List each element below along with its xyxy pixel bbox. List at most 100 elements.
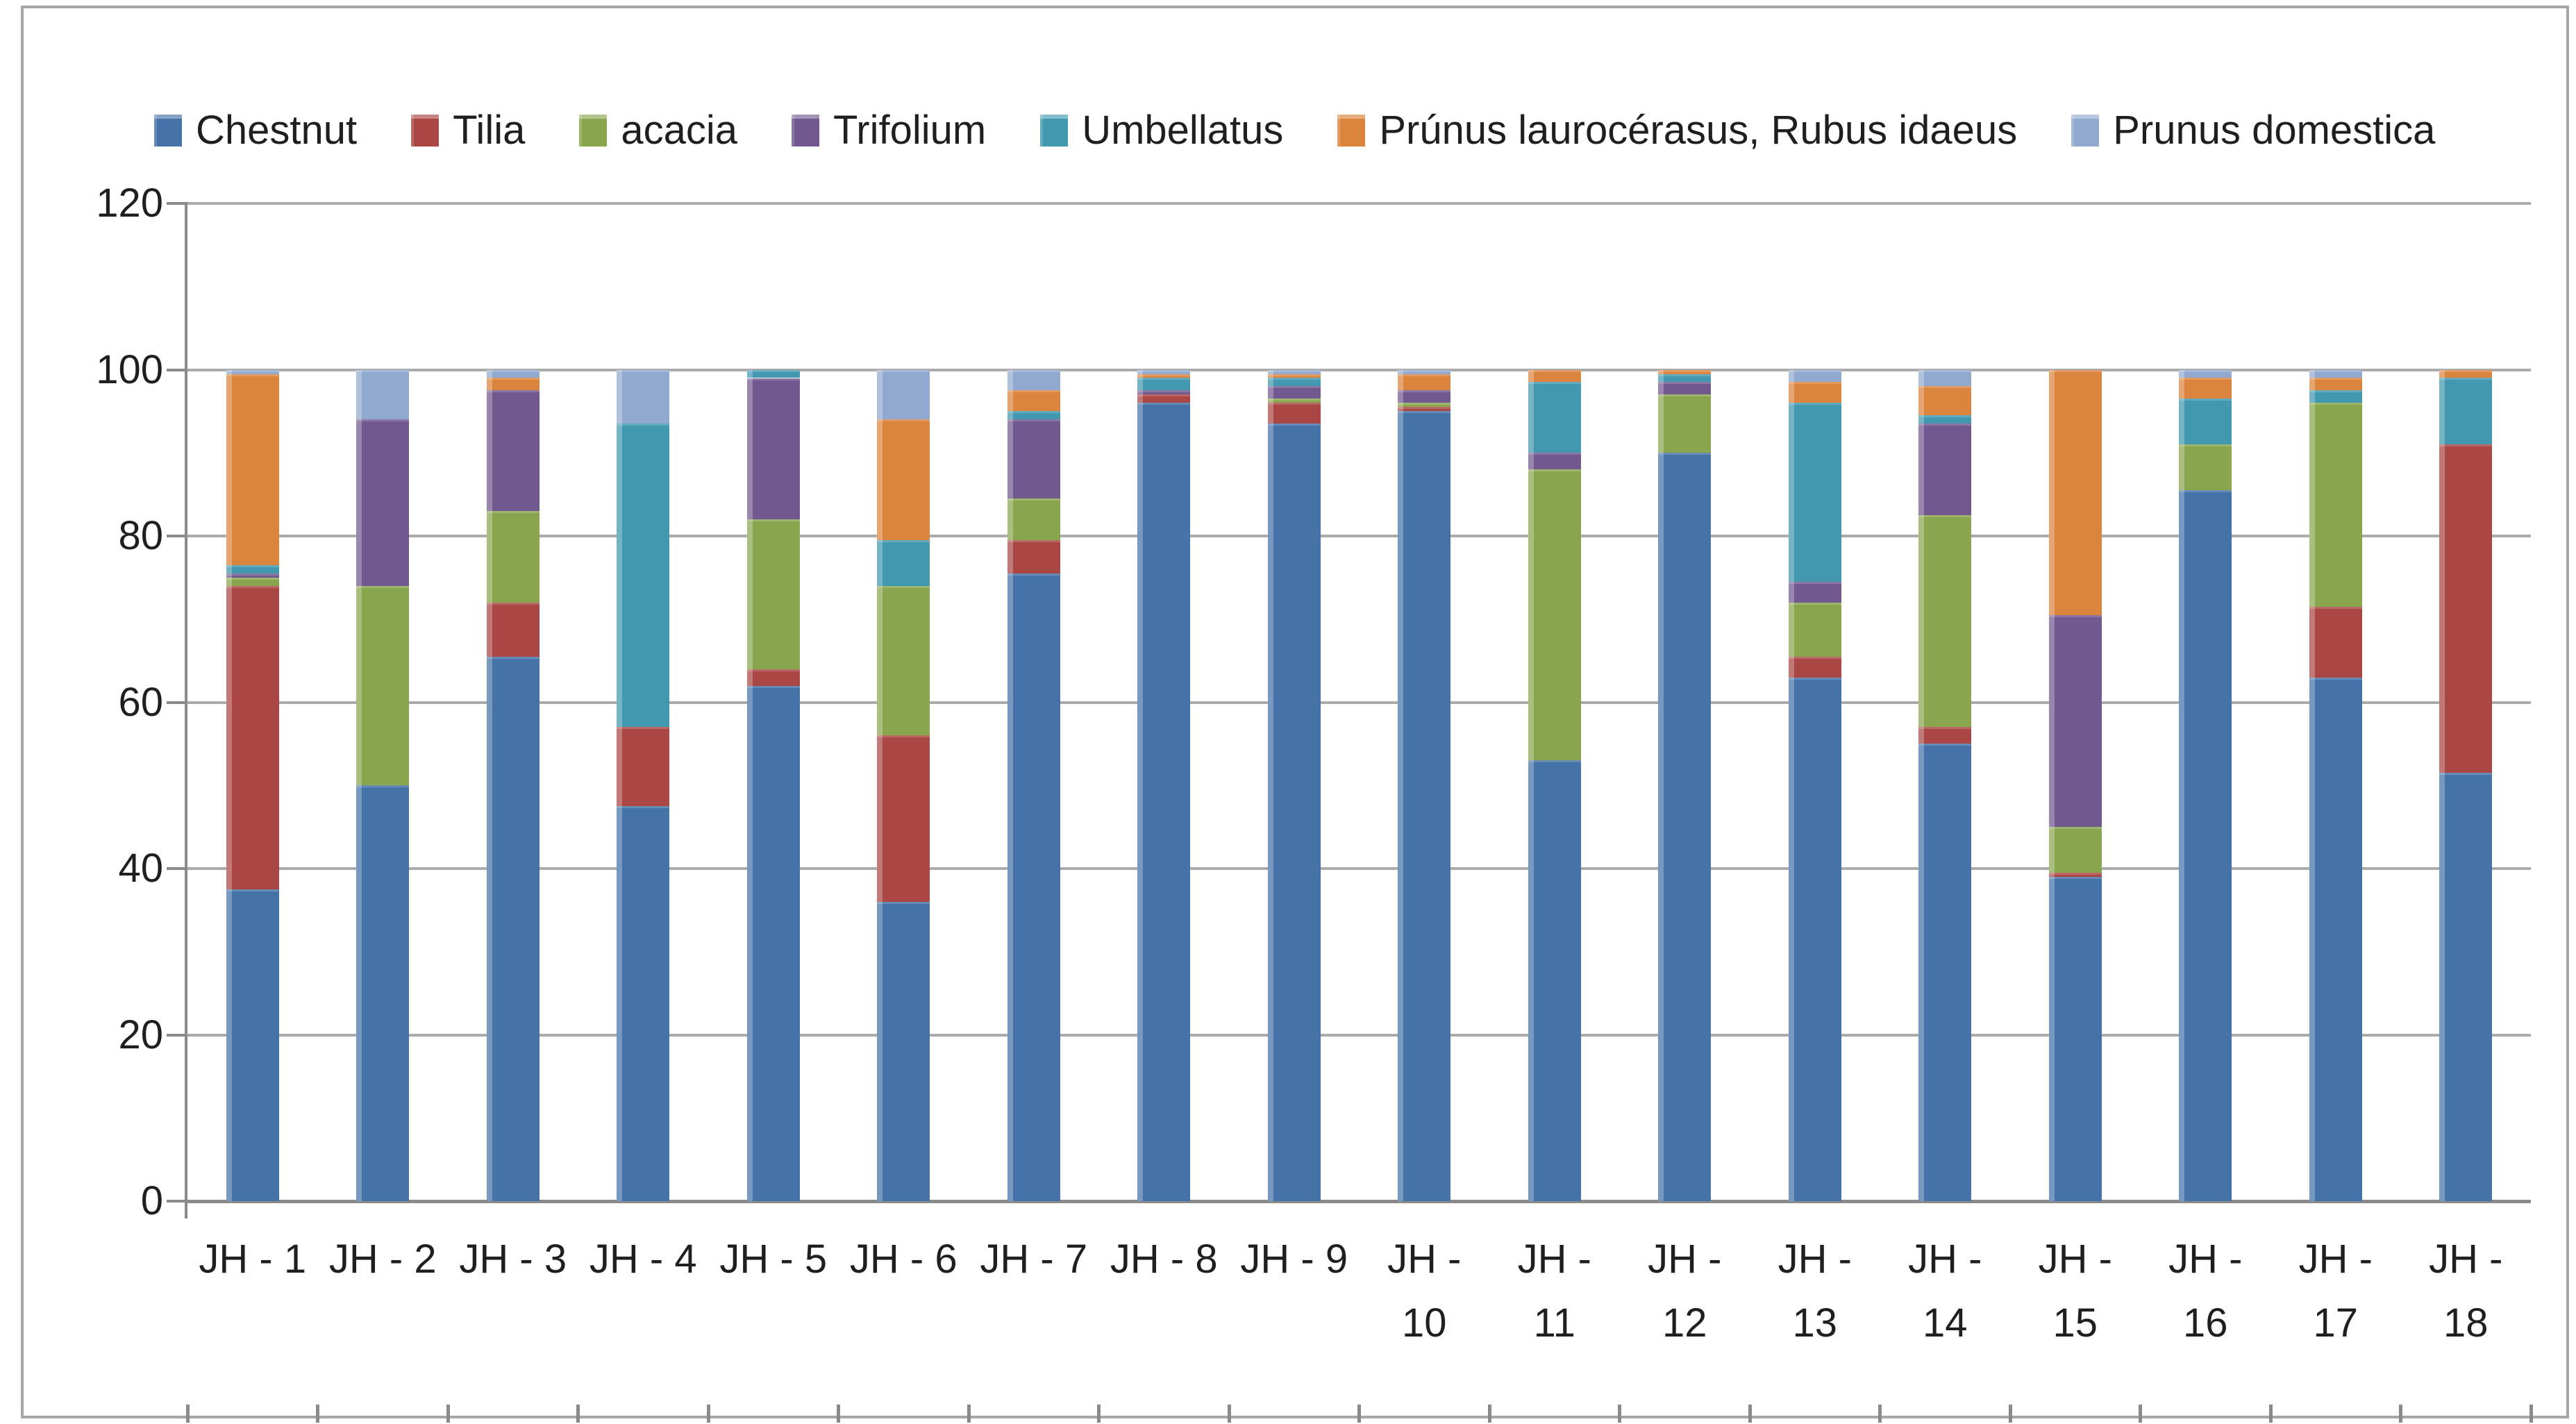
x-tick [967,1405,971,1423]
y-tick-label: 60 [118,679,163,725]
bar-segment [1788,656,1841,678]
bar-segment [1398,369,1451,374]
x-axis-label: JH - 9 [1240,1237,1348,1282]
x-axis-label: JH - 11 [1517,1237,1591,1346]
legend-label: Trifolium [833,108,987,153]
gridline-0 [187,1200,2531,1203]
bar-segment [486,369,540,378]
bar-segment [1918,415,1972,424]
legend-item: Tilia [411,110,525,151]
x-tick [1357,1405,1361,1423]
legend-swatch [792,115,820,146]
y-tick-120 [167,202,187,205]
y-tick-100 [167,368,187,371]
gridline-40 [187,867,2531,870]
bar-segment [486,511,540,603]
bar-segment [1788,369,1841,383]
legend-label: Umbellatus [1082,108,1284,153]
bar-segment [1267,378,1321,387]
bar-segment [877,585,930,736]
bar-segment [226,573,279,578]
bar-column [969,203,1099,1201]
x-tick [2268,1405,2273,1423]
bar-segment [617,369,670,424]
x-tick [2529,1405,2533,1423]
bar-segment [2048,827,2102,873]
bar-segment [2179,490,2232,1201]
bar-column [1620,203,1750,1201]
x-axis-label: JH - 15 [2038,1237,2112,1346]
bar-segment [1658,453,1712,1201]
legend-item: Chestnut [154,110,357,151]
bar-column [448,203,578,1201]
x-axis-label: JH - 7 [980,1237,1088,1282]
bar-column [1750,203,1880,1201]
bar-column [1880,203,2011,1201]
bar-segment [1267,403,1321,424]
bar-segment [1918,369,1972,387]
x-tick [576,1405,580,1423]
y-tick-label: 100 [96,346,163,392]
bar-segment [2048,369,2102,615]
legend-swatch [2071,115,2100,146]
bar-segment [1918,386,1972,416]
x-axis-label: JH - 1 [199,1237,307,1282]
x-tick [837,1405,840,1423]
bar-segment [2439,444,2493,773]
bar-segment [1267,386,1321,399]
bar-segment [2309,378,2362,391]
gridline-100 [187,368,2531,371]
bar-segment [1788,677,1841,1201]
bar-segment [486,390,540,512]
legend-item: Trifolium [792,110,986,151]
legend-label: Prúnus laurocérasus, Rubus idaeus [1379,108,2018,153]
x-tick [185,1405,190,1423]
bar-segment [746,369,800,378]
x-axis-label: JH - 10 [1387,1237,1462,1346]
bar-segment [2048,876,2102,1201]
y-axis-line [185,203,187,1218]
legend-label: acacia [621,108,738,153]
bar-segment [877,735,930,902]
bar-segment [2048,614,2102,828]
bar-segment [2309,606,2362,678]
bar-segment [617,727,670,807]
x-axis-label: JH - 17 [2298,1237,2373,1346]
bar-segment [486,378,540,391]
bar-segment [226,564,279,573]
x-axis-label: JH - 6 [849,1237,957,1282]
x-axis-label: JH - 18 [2429,1237,2503,1346]
bar-column [2401,203,2532,1201]
x-axis-label: JH - 8 [1110,1237,1218,1282]
legend-item: Umbellatus [1040,110,1283,151]
bar-segment [617,806,670,1201]
bar-segment [746,685,800,1201]
x-tick [1097,1405,1101,1423]
x-axis-label: JH - 14 [1908,1237,1982,1346]
bar-segment [2179,399,2232,445]
bar-segment [226,369,279,374]
bar-segment [1398,390,1451,403]
bar-segment [1267,374,1321,378]
bar-column [318,203,449,1201]
bar-segment [2439,378,2493,445]
legend-label: Chestnut [196,108,358,153]
x-tick [2399,1405,2402,1423]
bar-segment [1528,760,1581,1201]
bar-segment [1007,499,1060,540]
bar-segment [1137,403,1191,1201]
x-axis-label: JH - 4 [589,1237,697,1282]
bar-column [1099,203,1230,1201]
bar-segment [1007,369,1060,391]
bar-column [578,203,709,1201]
bar-segment [1267,424,1321,1201]
bar-segment [1398,407,1451,412]
x-tick [1487,1405,1491,1423]
bar-segment [486,602,540,657]
legend-swatch [154,115,182,146]
bar-segment [1658,369,1712,374]
bar-segment [1788,403,1841,582]
bar-segment [2179,369,2232,378]
bar-segment [1137,374,1191,378]
